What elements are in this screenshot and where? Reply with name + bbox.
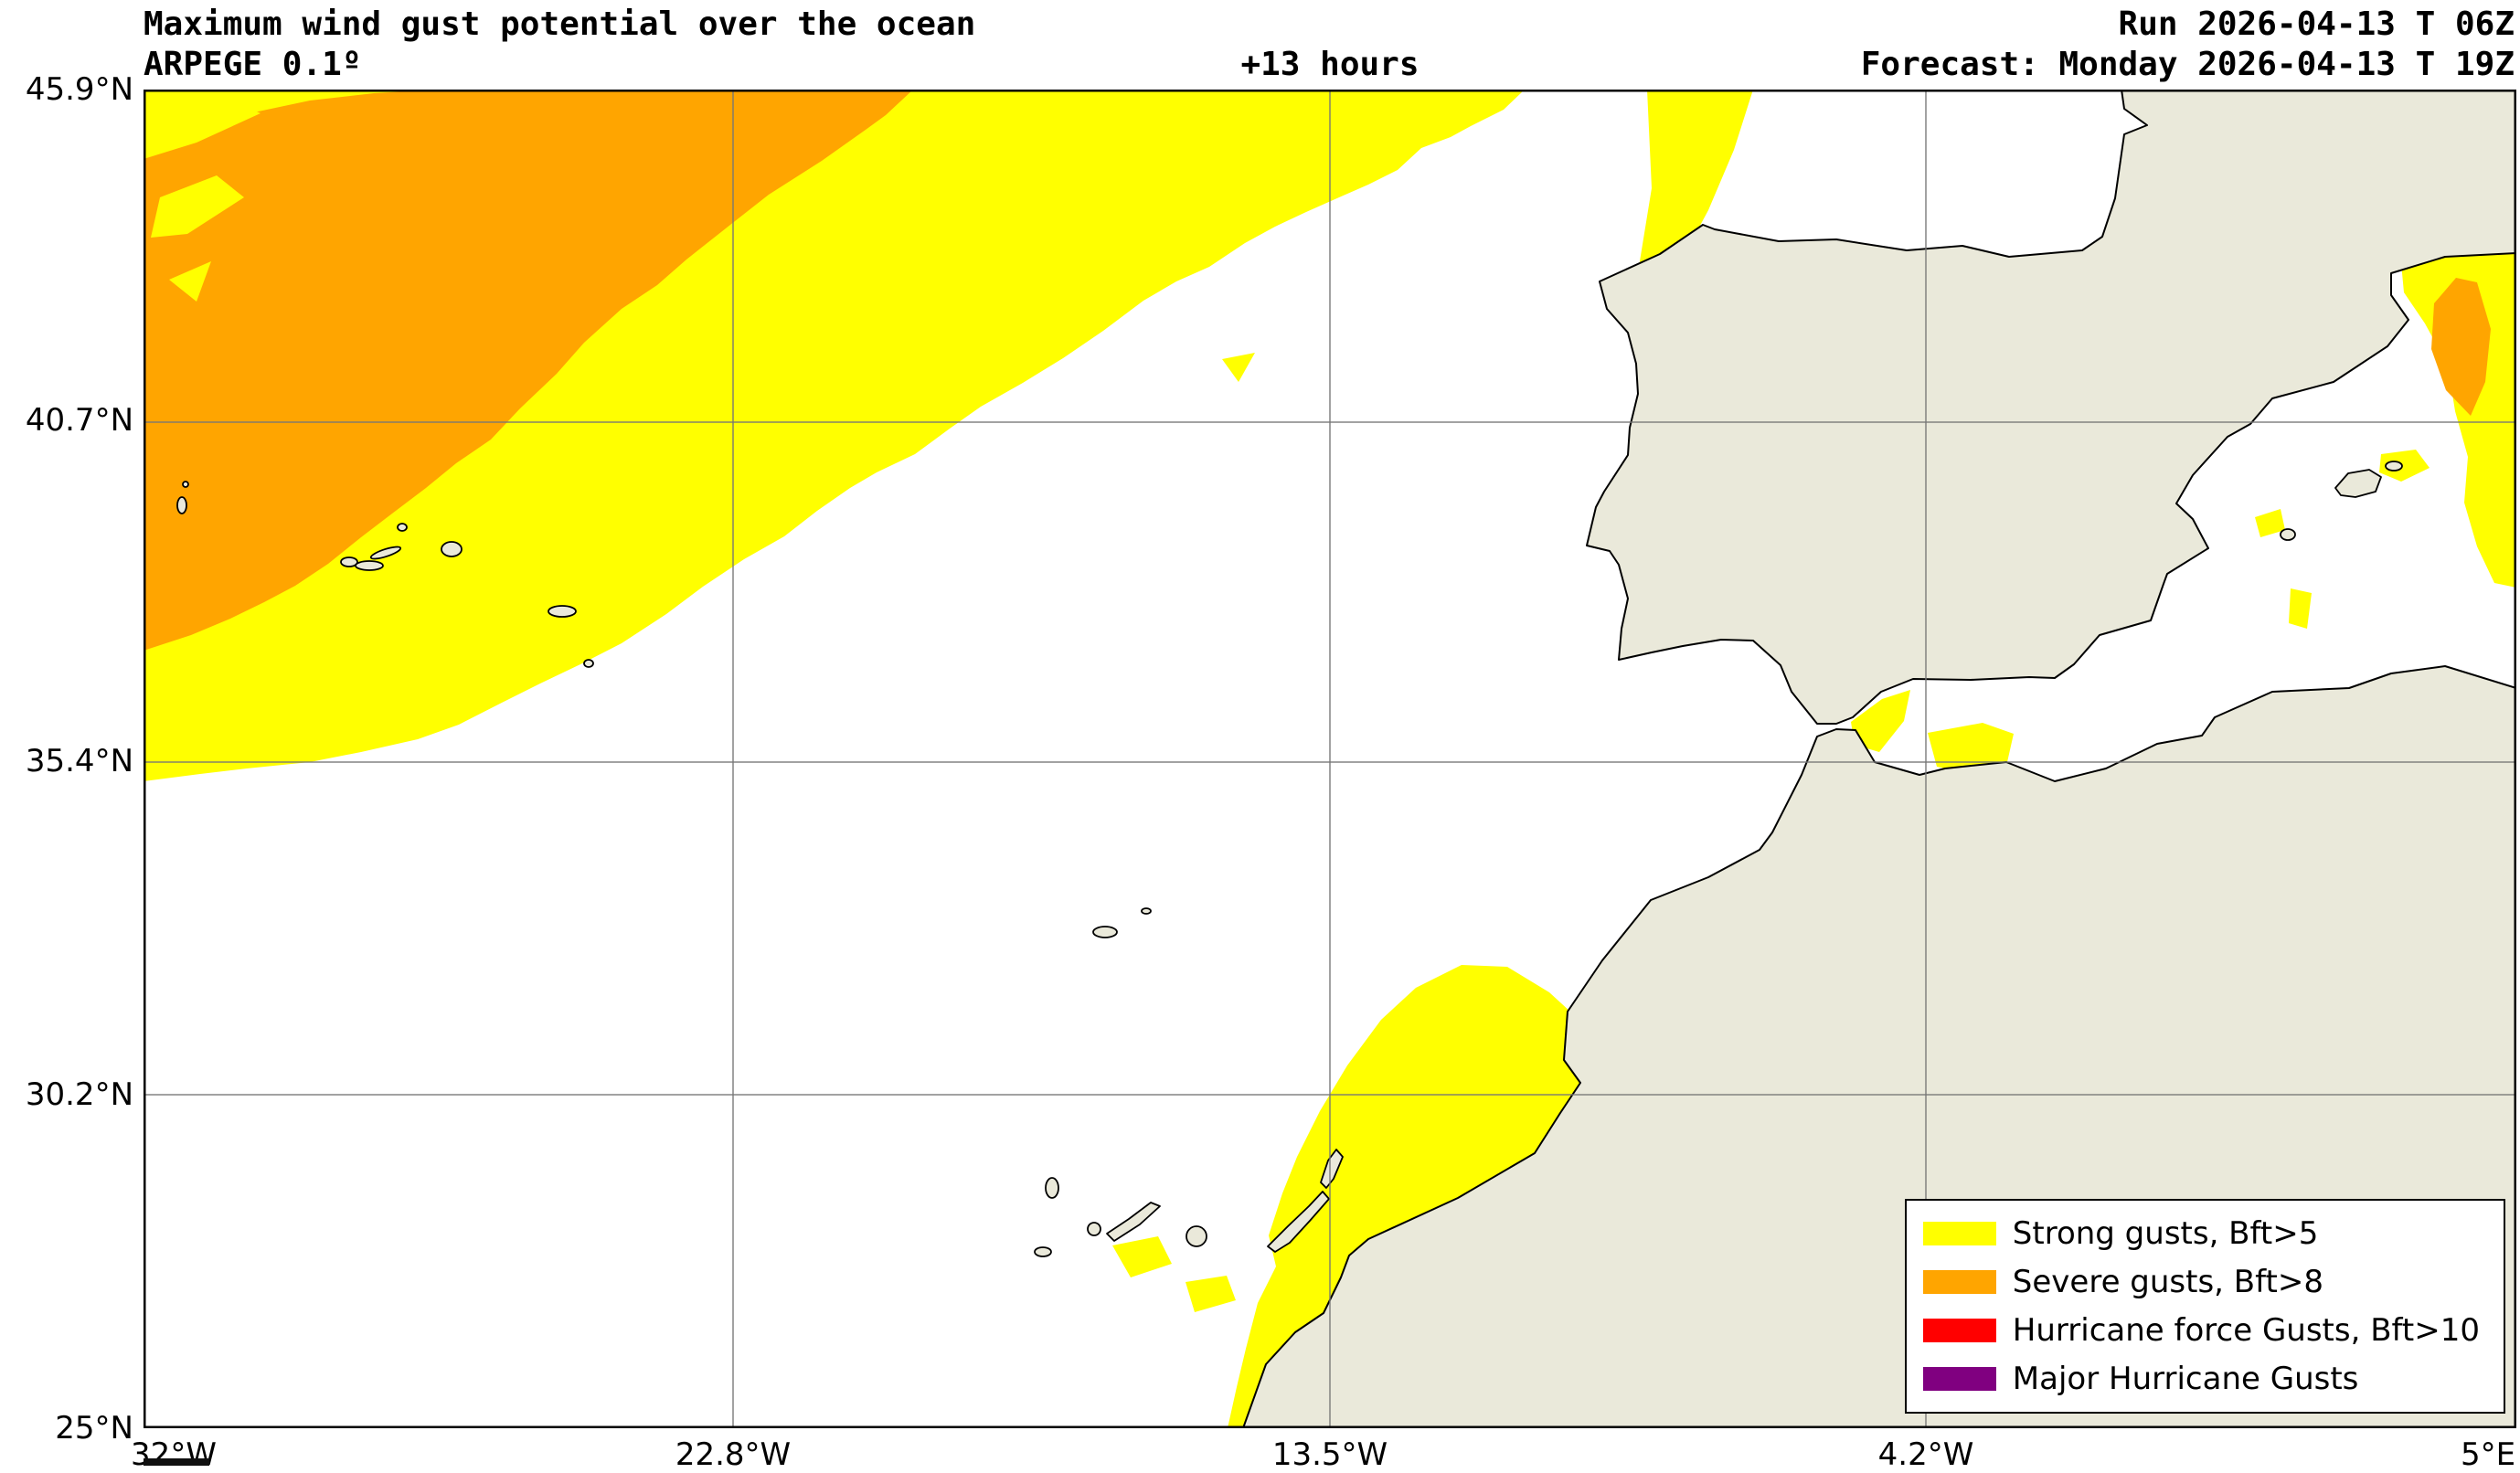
bottom-left-bar	[144, 1458, 209, 1466]
island-faial	[340, 556, 358, 567]
legend-label-severe: Severe gusts, Bft>8	[2012, 1264, 2323, 1300]
island-santa-maria	[583, 659, 594, 668]
island-graciosa	[397, 523, 408, 532]
lat-tick-4: 25°N	[55, 1410, 133, 1447]
gust-area-ibiza	[2255, 509, 2285, 537]
island-menorca	[2385, 461, 2403, 472]
gust-area-alboran-south	[1928, 723, 2014, 774]
legend: Strong gusts, Bft>5 Severe gusts, Bft>8 …	[1904, 1199, 2505, 1414]
island-porto-santo	[1141, 907, 1152, 915]
islands	[176, 461, 2403, 1257]
legend-swatch-severe	[1922, 1270, 1996, 1294]
legend-item-severe: Severe gusts, Bft>8	[1922, 1264, 2480, 1300]
gust-area-balearic-sea	[2289, 588, 2312, 629]
legend-item-hurricane: Hurricane force Gusts, Bft>10	[1922, 1312, 2480, 1349]
legend-swatch-hurricane	[1922, 1319, 1996, 1342]
map-frame	[144, 90, 2516, 1428]
gust-streak-1	[144, 97, 261, 159]
severe-area-gulf-of-lion	[2431, 278, 2491, 416]
island-mallorca	[2334, 469, 2382, 498]
island-ibiza	[2280, 528, 2296, 541]
island-sao-miguel	[548, 605, 577, 618]
island-tenerife	[1106, 1202, 1161, 1242]
legend-label-hurricane: Hurricane force Gusts, Bft>10	[2012, 1312, 2480, 1349]
model-label: ARPEGE 0.1º	[144, 46, 362, 83]
island-sao-jorge	[369, 546, 402, 560]
lon-tick-0: 32°W	[131, 1436, 217, 1473]
gust-area-morocco-coast	[1228, 965, 1586, 1428]
gust-area-alboran-north	[1851, 690, 1910, 752]
legend-item-major-hurricane: Major Hurricane Gusts	[1922, 1361, 2480, 1397]
gust-area-canaries-2	[1186, 1276, 1236, 1312]
legend-label-strong: Strong gusts, Bft>5	[2012, 1215, 2319, 1252]
severe-gust-areas	[144, 90, 2491, 651]
gust-area-menorca-east	[2379, 450, 2430, 482]
lon-tick-4: 5°E	[2460, 1436, 2516, 1473]
lat-tick-1: 40.7°N	[25, 402, 133, 439]
lat-tick-3: 30.2°N	[25, 1076, 133, 1113]
gust-area-canaries-1	[1112, 1236, 1172, 1277]
page-title: Maximum wind gust potential over the oce…	[144, 5, 976, 43]
island-pico	[355, 560, 384, 571]
gust-streak-3	[169, 261, 211, 302]
island-corvo	[182, 481, 189, 488]
island-gran-canaria	[1186, 1225, 1207, 1247]
island-fuerteventura	[1267, 1191, 1330, 1253]
strong-gust-streaks	[144, 97, 261, 302]
forecast-label: Forecast: Monday 2026-04-13 T 19Z	[1860, 46, 2515, 83]
legend-swatch-strong	[1922, 1222, 1996, 1245]
island-el-hierro	[1034, 1246, 1052, 1257]
severe-area-atlantic-nw	[144, 90, 913, 651]
island-madeira	[1092, 926, 1118, 938]
island-lanzarote	[1320, 1149, 1344, 1189]
island-la-gomera	[1087, 1222, 1101, 1236]
gust-streak-2	[151, 175, 244, 238]
gust-area-speck	[1222, 353, 1255, 382]
island-la-palma	[1045, 1177, 1059, 1199]
gust-area-biscay	[1639, 90, 1753, 269]
lon-tick-1: 22.8°W	[675, 1436, 792, 1473]
lead-time-label: +13 hours	[1240, 46, 1419, 83]
island-flores	[176, 496, 187, 514]
run-label: Run 2026-04-13 T 06Z	[2118, 5, 2515, 43]
lon-tick-3: 4.2°W	[1877, 1436, 1974, 1473]
lat-tick-0: 45.9°N	[25, 71, 133, 108]
island-terceira	[441, 541, 463, 557]
legend-item-strong: Strong gusts, Bft>5	[1922, 1215, 2480, 1252]
legend-label-major-hurricane: Major Hurricane Gusts	[2012, 1361, 2359, 1397]
legend-swatch-major-hurricane	[1922, 1367, 1996, 1391]
weather-map: Strong gusts, Bft>5 Severe gusts, Bft>8 …	[144, 90, 2516, 1428]
lat-tick-2: 35.4°N	[25, 743, 133, 779]
iberia-france-landmass	[1586, 90, 2516, 725]
lon-tick-2: 13.5°W	[1271, 1436, 1388, 1473]
